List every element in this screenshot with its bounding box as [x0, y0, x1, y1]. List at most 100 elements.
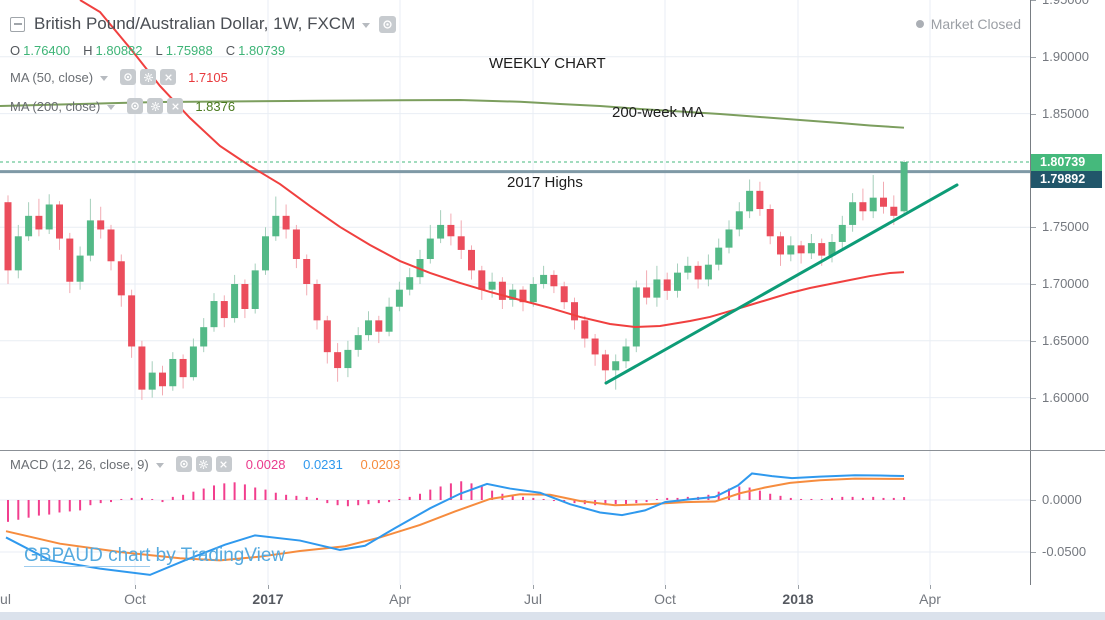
- candle-down: [694, 265, 702, 280]
- candle-down: [550, 274, 558, 287]
- candle-down: [571, 302, 578, 321]
- candle-up: [385, 306, 393, 332]
- candle-up: [725, 229, 733, 248]
- candle-down: [581, 320, 589, 339]
- candle-down: [303, 259, 311, 284]
- page-bottom-strip: [0, 612, 1105, 620]
- candle-down: [375, 320, 383, 332]
- gear-icon[interactable]: [147, 98, 164, 114]
- time-axis-label: Oct: [654, 591, 676, 607]
- annotation-weekly-chart: WEEKLY CHART: [489, 55, 606, 72]
- macd-pane-canvas[interactable]: [0, 450, 1030, 585]
- candle-down: [643, 287, 651, 298]
- candle-up: [365, 320, 372, 336]
- collapse-pane-icon[interactable]: [10, 16, 25, 32]
- chevron-down-icon[interactable]: [100, 76, 109, 81]
- chevron-down-icon[interactable]: [155, 463, 164, 468]
- candle-down: [457, 236, 465, 250]
- market-status: Market Closed: [915, 16, 1021, 32]
- candle-up: [395, 289, 403, 307]
- candle-up: [272, 215, 280, 237]
- candle-up: [76, 255, 84, 282]
- candle-down: [282, 215, 290, 230]
- high-label: H: [83, 43, 93, 58]
- price-axis[interactable]: 1.95000 1.90000 1.85000 1.75000 1.70000 1.650…: [1030, 0, 1105, 585]
- candle-down: [560, 286, 568, 303]
- candle-up: [807, 243, 815, 254]
- candle-up: [787, 245, 795, 255]
- visibility-icon[interactable]: [120, 69, 137, 85]
- candle-up: [169, 358, 177, 387]
- watermark-rest: by TradingView: [150, 545, 286, 566]
- time-axis-tick: [798, 585, 799, 589]
- candle-up: [45, 204, 53, 230]
- macd-hist-value: 0.0028: [245, 456, 286, 472]
- time-axis-label: Apr: [389, 591, 411, 607]
- candle-down: [323, 320, 331, 353]
- time-axis-tick: [400, 585, 401, 589]
- price-axis-tick: [1031, 340, 1036, 342]
- candle-up: [426, 238, 434, 260]
- candle-down: [663, 279, 671, 291]
- close-icon[interactable]: [215, 456, 232, 472]
- time-axis-label: Apr: [919, 591, 941, 607]
- price-axis-tick: [1031, 0, 1036, 1]
- indicator-ma50: MA (50, close) 1.7105: [10, 69, 228, 85]
- candle-down: [498, 281, 506, 300]
- close-icon[interactable]: [167, 98, 184, 114]
- gear-icon[interactable]: [140, 69, 157, 85]
- candle-down: [601, 354, 609, 371]
- candle-up: [746, 190, 754, 212]
- indicator-ma200: MA (200, close) 1.8376: [10, 98, 235, 114]
- price-axis-label: 1.70000: [1042, 276, 1089, 291]
- candle-up: [262, 236, 269, 271]
- price-pane-canvas[interactable]: [0, 0, 1030, 450]
- candle-down: [117, 261, 125, 296]
- candle-up: [189, 346, 197, 378]
- candle-down: [313, 284, 321, 321]
- macd-axis-tick: [1031, 552, 1036, 553]
- chevron-down-icon[interactable]: [107, 105, 116, 110]
- close-icon[interactable]: [160, 69, 177, 85]
- chevron-down-icon[interactable]: [362, 23, 371, 28]
- candle-down: [66, 238, 74, 282]
- time-axis-label: Jul: [0, 591, 11, 607]
- candle-down: [478, 270, 486, 290]
- level-price-badge: 1.79892: [1031, 170, 1102, 188]
- open-label: O: [10, 43, 21, 58]
- gear-icon[interactable]: [195, 456, 212, 472]
- ma200-label[interactable]: MA (200, close): [10, 98, 101, 114]
- visibility-icon[interactable]: [127, 98, 144, 114]
- symbol-title[interactable]: British Pound/Australian Dollar, 1W, FXC…: [34, 14, 356, 33]
- candle-up: [674, 272, 681, 291]
- candle-down: [35, 215, 43, 230]
- highs-level-line: [0, 170, 1030, 174]
- ma50-label[interactable]: MA (50, close): [10, 69, 94, 85]
- pane-divider[interactable]: [0, 450, 1105, 451]
- time-axis-tick: [268, 585, 269, 589]
- ohlc-values: O 1.76400 H 1.80882 L 1.75988 C 1.80739: [10, 43, 298, 58]
- candle-up: [632, 287, 640, 347]
- candle-up: [14, 236, 22, 271]
- visibility-icon[interactable]: [379, 15, 397, 33]
- close-label: C: [225, 43, 236, 58]
- time-axis-tick: [533, 585, 534, 589]
- candle-up: [344, 349, 352, 369]
- time-axis-label: Oct: [124, 591, 146, 607]
- price-axis-label: 1.75000: [1042, 219, 1089, 235]
- watermark-link[interactable]: GBPAUD chart: [24, 545, 151, 567]
- time-axis[interactable]: Jul Oct 2017 Apr Jul Oct 2018 Apr: [0, 585, 1105, 612]
- annotation-200-week-ma: 200-week MA: [612, 104, 704, 121]
- macd-label[interactable]: MACD (12, 26, close, 9): [10, 456, 149, 472]
- price-axis-tick: [1031, 397, 1036, 399]
- ma200-line: [0, 98, 905, 129]
- time-axis-tick: [665, 585, 666, 589]
- candle-up: [354, 335, 362, 350]
- macd-axis-tick: [1031, 500, 1036, 501]
- visibility-icon[interactable]: [175, 456, 192, 472]
- macd-signal-line: [5, 477, 905, 562]
- price-axis-tick: [1031, 227, 1036, 229]
- candle-up: [437, 224, 445, 239]
- high-value: 1.80882: [95, 43, 143, 58]
